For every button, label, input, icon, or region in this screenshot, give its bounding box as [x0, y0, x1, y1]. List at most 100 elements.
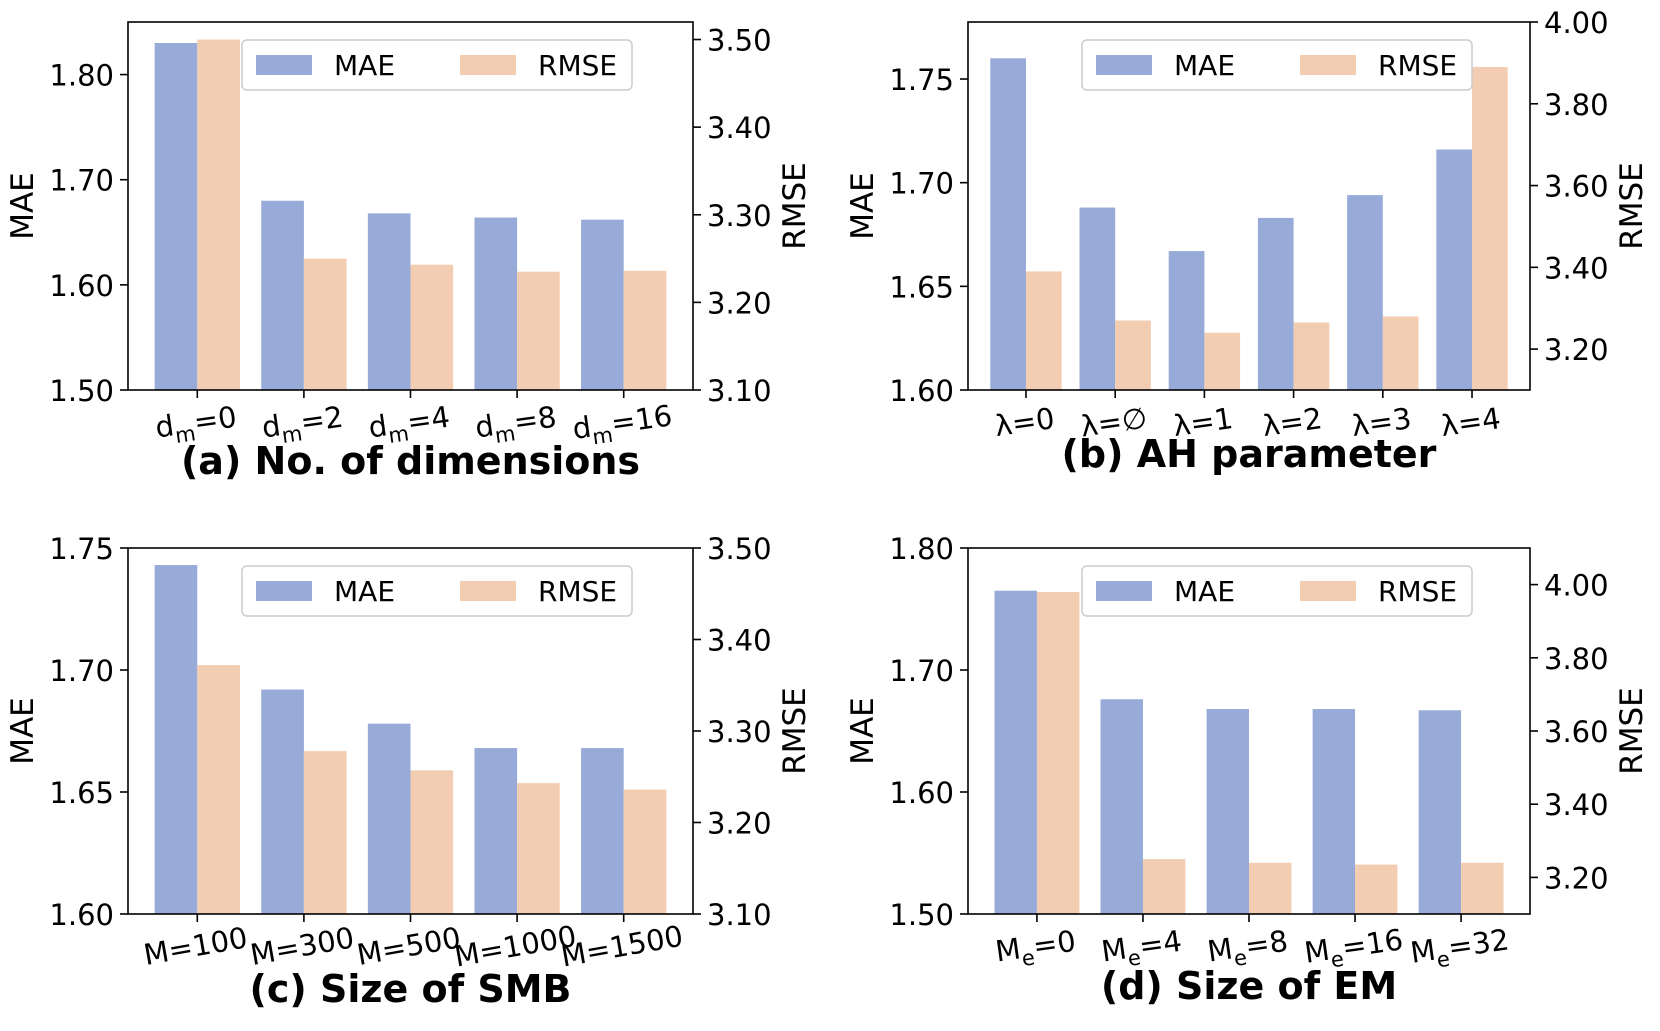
- right-tick-label: 3.10: [707, 898, 772, 932]
- plot-frame: [967, 21, 1531, 391]
- x-tick-label: Me=4: [1099, 924, 1184, 975]
- left-tick-label: 1.75: [49, 532, 114, 566]
- rmse-bar-2: [1115, 320, 1151, 390]
- right-tick-label: 3.60: [1544, 715, 1609, 749]
- left-tick-label: 1.80: [49, 59, 114, 93]
- rmse-bar-1: [197, 665, 240, 914]
- mae-bar-3: [367, 723, 411, 914]
- rmse-legend-swatch: [1300, 55, 1356, 75]
- y2-axis-label: RMSE: [777, 162, 813, 250]
- right-tick-label: 3.50: [707, 24, 772, 58]
- mae-bar-1: [994, 590, 1037, 914]
- left-tick-label: 1.70: [889, 654, 954, 688]
- legend-box: [241, 565, 633, 617]
- rmse-legend-swatch: [1300, 581, 1356, 601]
- mae-bar-2: [1100, 699, 1143, 914]
- rmse-bar-1: [1036, 591, 1080, 914]
- mae-bar-4: [474, 217, 518, 390]
- right-tick-label: 3.20: [1544, 861, 1609, 895]
- rmse-legend-label: RMSE: [1378, 575, 1457, 608]
- left-tick-label: 1.50: [889, 898, 954, 932]
- right-tick-label: 4.00: [1544, 569, 1609, 603]
- legend: MAE RMSE: [241, 39, 633, 91]
- left-tick-label: 1.60: [889, 776, 954, 810]
- right-tick-label: 3.10: [707, 374, 772, 408]
- right-tick-label: 3.60: [1544, 170, 1609, 204]
- x-tick-label: λ=0: [993, 401, 1057, 443]
- legend-box: [1081, 39, 1473, 91]
- left-tick-label: 1.50: [49, 374, 114, 408]
- mae-bar-2: [261, 689, 304, 914]
- rmse-bar-3: [1204, 332, 1241, 390]
- mae-bar-2: [261, 200, 304, 390]
- right-tick-label: 3.40: [1544, 251, 1609, 285]
- mae-bar-3: [1168, 251, 1205, 390]
- y-axis-label: MAE: [5, 697, 41, 765]
- left-tick-label: 1.60: [49, 269, 114, 303]
- x-tick-label: Me=16: [1302, 922, 1406, 975]
- right-tick-label: 3.80: [1544, 642, 1609, 676]
- mae-bar-6: [1436, 149, 1473, 390]
- x-tick-label: dm=2: [260, 400, 346, 451]
- rmse-bar-4: [1293, 322, 1330, 390]
- legend-box: [1081, 565, 1473, 617]
- x-tick-label: dm=8: [473, 400, 559, 451]
- chart-3: 1.60 1.65 1.70 1.75 3.10 3.20 3.30 3.40 3.50 MAE R…: [5, 532, 813, 1011]
- rmse-bar-4: [1355, 864, 1398, 914]
- legend: MAE RMSE: [1081, 565, 1473, 617]
- x-tick-label: Me=32: [1408, 922, 1512, 975]
- chart-caption: (c) Size of SMB: [249, 967, 571, 1011]
- legend: MAE RMSE: [241, 565, 633, 617]
- chart-1: 1.50 1.60 1.70 1.80 3.10 3.20 3.30 3.40 3.50 MAE R…: [5, 21, 813, 483]
- right-tick-label: 3.30: [707, 715, 772, 749]
- rmse-bar-5: [1461, 862, 1504, 914]
- right-tick-label: 3.20: [707, 286, 772, 320]
- legend: MAE RMSE: [1081, 39, 1473, 91]
- right-tick-label: 3.40: [707, 111, 772, 145]
- right-tick-label: 3.30: [707, 199, 772, 233]
- chart-caption: (b) AH parameter: [1062, 432, 1437, 476]
- rmse-bar-2: [303, 751, 347, 914]
- left-tick-label: 1.60: [49, 898, 114, 932]
- right-tick-label: 3.50: [707, 532, 772, 566]
- rmse-bar-1: [1025, 271, 1062, 390]
- rmse-bar-5: [623, 270, 667, 390]
- mae-bar-2: [1079, 207, 1116, 390]
- right-tick-label: 3.40: [707, 624, 772, 658]
- right-tick-label: 3.20: [1544, 333, 1609, 367]
- rmse-bar-4: [517, 783, 560, 914]
- left-tick-label: 1.70: [49, 164, 114, 198]
- y2-axis-label: RMSE: [777, 687, 813, 775]
- chart-4: 1.50 1.60 1.70 1.80 3.20 3.40 3.60 3.80 4.00 MAE R…: [845, 532, 1650, 1008]
- left-tick-label: 1.60: [889, 374, 954, 408]
- y-axis-label: MAE: [845, 697, 881, 765]
- mae-bar-4: [1257, 217, 1294, 390]
- mae-bar-5: [1418, 710, 1462, 914]
- mae-bar-3: [367, 213, 411, 390]
- x-tick-label: λ=3: [1349, 401, 1413, 443]
- rmse-bar-3: [410, 264, 454, 390]
- rmse-legend-swatch: [460, 581, 516, 601]
- mae-legend-swatch: [256, 581, 312, 601]
- rmse-legend-label: RMSE: [538, 49, 617, 82]
- rmse-bar-5: [1382, 316, 1419, 390]
- mae-bar-4: [1312, 709, 1356, 914]
- x-tick-label: dm=0: [153, 400, 239, 451]
- mae-bar-5: [1347, 195, 1383, 390]
- right-tick-label: 4.00: [1544, 6, 1609, 40]
- y-axis-label: MAE: [845, 172, 881, 240]
- mae-bar-4: [474, 748, 518, 914]
- left-tick-label: 1.70: [49, 654, 114, 688]
- y2-axis-label: RMSE: [1614, 687, 1650, 775]
- y2-axis-label: RMSE: [1614, 162, 1650, 250]
- right-tick-label: 3.40: [1544, 788, 1609, 822]
- x-tick-label: M=100: [141, 920, 250, 972]
- mae-bar-1: [990, 58, 1026, 391]
- mae-legend-swatch: [1096, 581, 1152, 601]
- mae-bar-5: [581, 748, 624, 914]
- rmse-bar-2: [1142, 859, 1186, 914]
- rmse-bar-6: [1472, 66, 1508, 390]
- x-tick-label: λ=1: [1171, 401, 1235, 443]
- rmse-bar-2: [303, 258, 347, 390]
